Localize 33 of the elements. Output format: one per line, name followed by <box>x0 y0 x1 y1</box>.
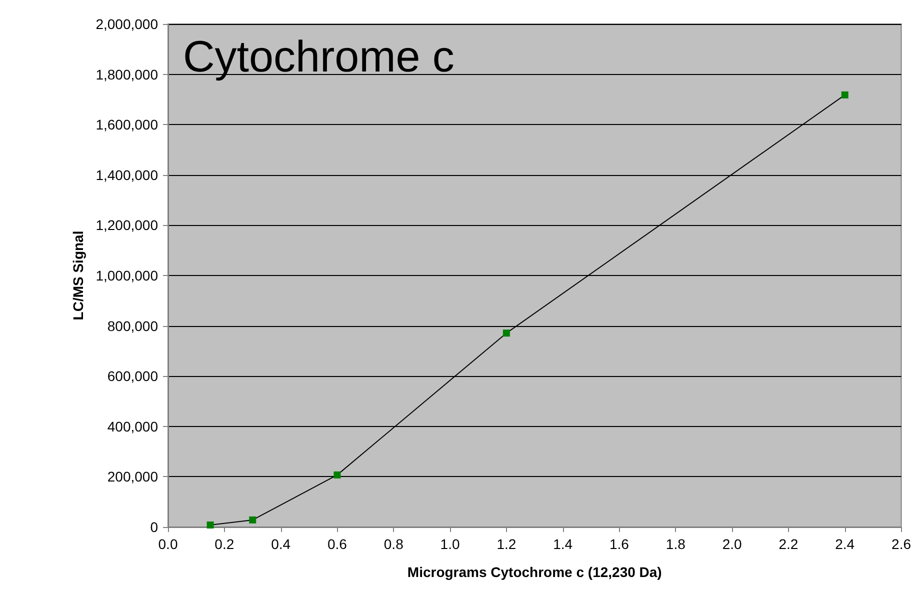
y-tick-label: 400,000 <box>107 418 158 434</box>
x-tick-label: 1.0 <box>440 536 460 552</box>
x-tick-label: 0.4 <box>271 536 291 552</box>
y-tick-label: 1,800,000 <box>96 66 158 82</box>
y-tick-label: 0 <box>150 519 158 535</box>
point <box>206 521 214 528</box>
x-axis-title: Micrograms Cytochrome c (12,230 Da) <box>407 564 662 580</box>
y-axis-title: LC/MS Signal <box>70 230 86 320</box>
y-tick-label: 1,200,000 <box>96 217 158 234</box>
y-tick-label: 1,600,000 <box>96 116 158 133</box>
y-tick-label: 1,000,000 <box>96 268 158 284</box>
x-tick-label: 2.6 <box>892 536 912 552</box>
x-tick-label: 1.2 <box>496 536 516 552</box>
y-tick-label: 2,000,000 <box>96 16 158 32</box>
point <box>502 330 510 337</box>
x-tick-label: 1.6 <box>610 536 630 552</box>
x-tick-label: 0.2 <box>214 536 234 552</box>
point <box>249 516 256 524</box>
x-tick-label: 2.2 <box>778 536 798 552</box>
x-tick-label: 2.4 <box>835 536 855 552</box>
chart-title: Cytochrome c <box>183 32 454 82</box>
x-tick-label: 0.0 <box>158 536 178 552</box>
x-tick-label: 0.6 <box>327 536 348 552</box>
x-tick-label: 0.8 <box>384 536 404 552</box>
point <box>841 91 848 98</box>
y-tick-label: 200,000 <box>107 468 158 485</box>
y-tick-label: 1,400,000 <box>96 166 158 183</box>
y-tick-label: 600,000 <box>107 368 158 384</box>
x-tick-label: 1.8 <box>666 536 686 552</box>
x-tick-label: 2.0 <box>722 536 742 552</box>
y-tick-label: 800,000 <box>107 318 158 334</box>
point <box>334 471 341 478</box>
x-tick-label: 1.4 <box>553 536 573 552</box>
